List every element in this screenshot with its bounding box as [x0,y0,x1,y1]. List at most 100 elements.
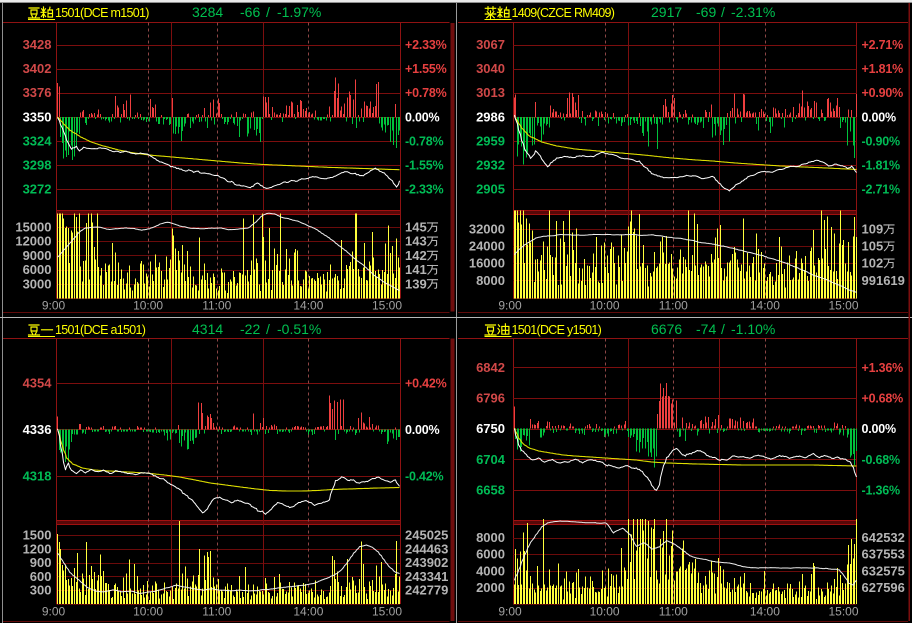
svg-text:/: / [266,321,270,337]
svg-text:3402: 3402 [23,61,52,76]
svg-text:14:00: 14:00 [293,299,323,313]
svg-text:142: 142 [405,248,427,263]
svg-text:1409(CZCE RM409): 1409(CZCE RM409) [512,6,615,20]
svg-text:-74: -74 [696,321,716,337]
svg-text:6000: 6000 [476,547,505,562]
svg-text:-0.68%: -0.68% [862,453,900,467]
svg-text:145: 145 [405,220,427,235]
svg-text:3428: 3428 [23,37,52,52]
svg-text:-1.81%: -1.81% [862,158,900,172]
svg-text:4314: 4314 [192,321,223,337]
svg-text:-2.31%: -2.31% [731,4,775,20]
svg-text:3350: 3350 [23,109,52,124]
svg-text:4318: 4318 [23,468,52,483]
svg-text:3324: 3324 [23,133,53,148]
svg-text:-22: -22 [240,321,260,337]
svg-text:900: 900 [30,555,52,570]
svg-text:1500: 1500 [23,528,52,543]
svg-text:10:00: 10:00 [133,299,163,313]
svg-text:-0.78%: -0.78% [405,134,443,148]
svg-text:/: / [721,321,725,337]
svg-text:3376: 3376 [23,85,52,100]
svg-text:4336: 4336 [23,422,52,437]
svg-text:9:00: 9:00 [42,299,66,313]
svg-text:6796: 6796 [476,391,505,406]
svg-text:3067: 3067 [476,37,505,52]
svg-text:-2.33%: -2.33% [405,182,443,196]
svg-text:+1.36%: +1.36% [862,361,904,375]
svg-text:0.00%: 0.00% [862,110,897,124]
svg-text:15:00: 15:00 [372,605,402,619]
svg-text:10:00: 10:00 [590,605,620,619]
svg-text:3000: 3000 [23,276,52,291]
svg-text:627596: 627596 [862,580,905,595]
svg-text:141: 141 [405,262,427,277]
svg-text:-1.36%: -1.36% [862,484,900,498]
svg-text:-0.42%: -0.42% [405,469,443,483]
svg-text:4354: 4354 [23,375,53,390]
svg-text:-2.71%: -2.71% [862,182,900,196]
svg-text:8000: 8000 [476,530,505,545]
svg-text:102: 102 [862,256,884,271]
svg-text:/: / [266,4,270,20]
svg-text:-1.97%: -1.97% [277,4,321,20]
svg-text:642532: 642532 [862,530,905,545]
svg-text:11:00: 11:00 [202,605,231,619]
svg-text:109: 109 [862,222,884,237]
svg-text:2932: 2932 [476,157,505,172]
svg-text:9:00: 9:00 [498,299,522,313]
svg-text:300: 300 [30,583,52,598]
svg-text:244463: 244463 [405,541,448,556]
svg-text:12000: 12000 [15,234,51,249]
svg-text:+2.33%: +2.33% [405,38,447,52]
svg-text:2917: 2917 [651,4,682,20]
svg-text:1501(DCE m1501): 1501(DCE m1501) [55,6,149,20]
svg-text:15:00: 15:00 [372,299,402,313]
svg-text:15000: 15000 [15,220,51,235]
svg-text:139: 139 [405,276,427,291]
svg-text:1501(DCE a1501): 1501(DCE a1501) [55,323,146,337]
svg-text:14:00: 14:00 [750,605,780,619]
svg-text:1501(DCE y1501): 1501(DCE y1501) [512,323,602,337]
svg-text:632575: 632575 [862,563,905,578]
svg-text:-66: -66 [240,4,260,20]
svg-text:991619: 991619 [862,273,905,288]
svg-text:0.00%: 0.00% [862,422,897,436]
svg-text:2000: 2000 [476,580,505,595]
svg-text:/: / [721,4,725,20]
svg-text:6842: 6842 [476,360,505,375]
svg-text:9000: 9000 [23,248,52,263]
svg-text:10:00: 10:00 [133,605,163,619]
svg-text:+0.90%: +0.90% [862,86,904,100]
svg-text:3040: 3040 [476,61,505,76]
svg-text:242779: 242779 [405,583,448,598]
svg-text:2959: 2959 [476,133,505,148]
svg-text:637553: 637553 [862,547,905,562]
svg-text:11:00: 11:00 [659,605,688,619]
svg-text:1200: 1200 [23,541,52,556]
svg-text:2905: 2905 [476,181,505,196]
svg-text:-0.51%: -0.51% [277,321,321,337]
svg-text:3272: 3272 [23,181,52,196]
svg-text:3284: 3284 [192,4,223,20]
svg-text:32000: 32000 [469,222,505,237]
svg-text:143: 143 [405,234,427,249]
svg-text:+0.78%: +0.78% [405,86,447,100]
svg-text:+1.81%: +1.81% [862,62,904,76]
svg-text:6676: 6676 [651,321,682,337]
svg-text:6704: 6704 [476,452,506,467]
svg-text:243902: 243902 [405,555,448,570]
svg-text:-69: -69 [696,4,716,20]
svg-text:-1.55%: -1.55% [405,158,443,172]
svg-text:10:00: 10:00 [590,299,620,313]
svg-text:14:00: 14:00 [750,299,780,313]
svg-text:+1.55%: +1.55% [405,62,447,76]
svg-text:8000: 8000 [476,273,505,288]
svg-text:3013: 3013 [476,85,505,100]
svg-text:24000: 24000 [469,239,505,254]
svg-text:11:00: 11:00 [202,299,231,313]
svg-text:245025: 245025 [405,528,448,543]
svg-text:15:00: 15:00 [828,299,858,313]
svg-text:6658: 6658 [476,483,505,498]
svg-text:+0.42%: +0.42% [405,376,447,390]
